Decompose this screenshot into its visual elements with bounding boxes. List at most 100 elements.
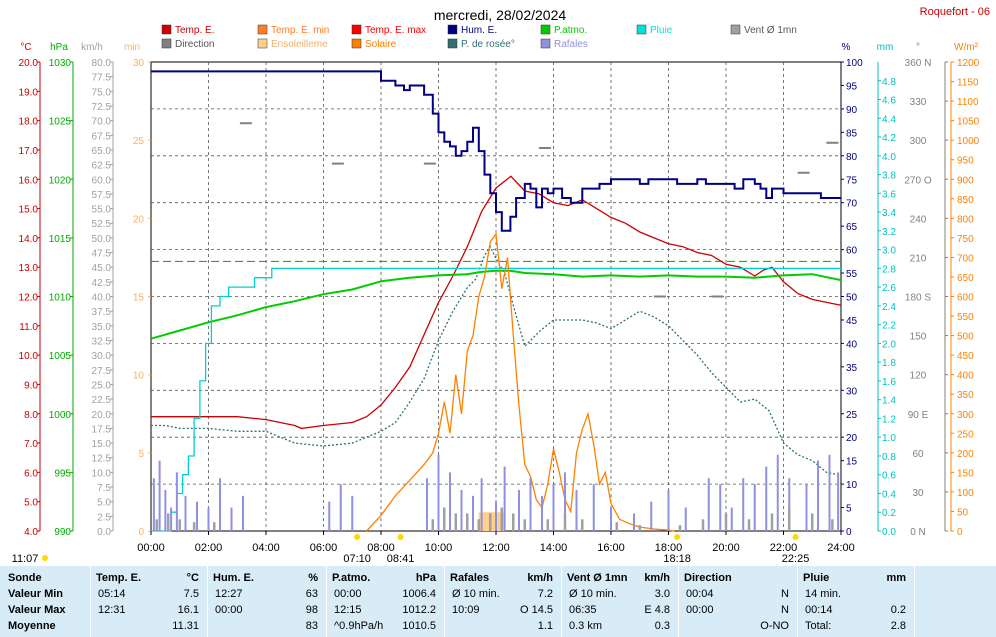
gust-bar (707, 478, 710, 531)
wind-tick-label: 40.0 (92, 293, 112, 304)
solar-tick-label: 500 (957, 332, 974, 343)
legend-swatch (161, 38, 172, 49)
summary-row: 14 min. (797, 586, 914, 602)
wind-tick-label: 37.5 (92, 307, 112, 318)
summary-row: Ø 10 min. 3.0 (561, 586, 678, 602)
wind-bar (811, 513, 814, 531)
x-tick-label: 22:00 (770, 542, 798, 554)
summary-value: 3.0 (654, 588, 670, 600)
summary-time: 12:15 (334, 604, 362, 616)
gust-bar (426, 478, 428, 531)
gust-bar (175, 472, 178, 531)
summary-time: 14 min. (805, 588, 842, 600)
row-label-row: Sonde (0, 570, 90, 586)
gust-bar (529, 478, 532, 531)
wind-tick-label: 27.5 (92, 366, 112, 377)
sun-marker-label: 07:10 (343, 553, 371, 565)
gust-bar (495, 501, 497, 531)
press-tick-label: 995 (54, 468, 71, 479)
legend-label: Ensoleilleme (271, 39, 328, 50)
rain-tick-label: 1.4 (882, 396, 896, 407)
gust-bar (219, 478, 221, 531)
summary-table: Sonde Valeur Min Valeur Max Moyenne Temp. E.… (0, 566, 996, 637)
solar-tick-label: 400 (957, 371, 974, 382)
press-tick-label: 1005 (49, 351, 72, 362)
solar-tick-label: 1000 (957, 136, 980, 147)
hum-tick-label: 60 (846, 246, 858, 257)
gust-bar (328, 501, 331, 531)
gust-bar (753, 484, 756, 531)
hum-tick-label: 20 (846, 433, 858, 444)
x-tick-label: 10:00 (425, 542, 453, 554)
humidity-line (151, 70, 841, 232)
wind-tick-label: 17.5 (92, 424, 112, 435)
summary-row: Total: 2.8 (797, 618, 914, 634)
summary-header-row: Pluie mm (797, 570, 914, 586)
chart-title: mercredi, 28/02/2024 (434, 7, 567, 23)
summary-value: 7.2 (537, 588, 553, 600)
rain-tick-label: 1.6 (882, 377, 896, 388)
hum-tick-label: 30 (846, 386, 858, 397)
column-unit: hPa (415, 572, 436, 584)
hum-tick-label: 100 (846, 58, 863, 69)
legend-label: Vent Ø 1mn (744, 25, 797, 36)
gust-bar (592, 484, 595, 531)
sun-icon (397, 534, 404, 540)
wind-tick-label: 5.0 (97, 498, 111, 509)
summary-row: 00:00 1006.4 (326, 586, 444, 602)
summary-value: O-NO (760, 620, 789, 632)
solar-unit-label: W/m² (954, 42, 979, 53)
summary-value: 1006.4 (402, 588, 436, 600)
dir-tick-label: 120 (910, 371, 927, 382)
wind-bar (581, 519, 584, 531)
temp-tick-label: 6.0 (24, 468, 38, 479)
x-tick-label: 24:00 (827, 542, 855, 554)
dir-unit-label: ° (916, 42, 920, 53)
wind-tick-label: 77.5 (92, 73, 112, 84)
gust-bar (788, 478, 791, 531)
hum-tick-label: 65 (846, 222, 858, 233)
wind-tick-label: 35.0 (92, 322, 112, 333)
chart-legend: Temp. E. Temp. E. min Temp. E. max Hum. E. P… (161, 24, 797, 50)
summary-value: E 4.8 (644, 604, 670, 616)
summary-column: Pluie mm 14 min. 00:14 0.2 Total: 2.8 (797, 566, 915, 637)
x-tick-label: 12:00 (482, 542, 510, 554)
summary-time: 05:14 (98, 588, 126, 600)
rain-tick-label: 2.0 (882, 339, 896, 350)
temp-tick-label: 14.0 (19, 234, 39, 245)
rain-unit-label: mm (877, 42, 894, 53)
sun-tick-label: 25 (133, 136, 145, 147)
summary-header-row: Hum. E.% (207, 570, 326, 586)
summary-row: 83 (207, 618, 326, 634)
sun-icon (792, 534, 799, 540)
column-header: Rafales (450, 572, 490, 584)
summary-value: 1010.5 (402, 620, 436, 632)
summary-row: 05:14 7.5 (90, 586, 207, 602)
press-unit-label: hPa (50, 42, 68, 53)
summary-value: 2.8 (890, 620, 906, 632)
summary-value: 11.31 (172, 620, 199, 632)
legend-swatch (540, 38, 551, 49)
summary-value: 63 (305, 588, 318, 600)
dir-tick-label: 270 O (904, 175, 931, 186)
temp-tick-label: 18.0 (19, 117, 39, 128)
sun-markers: 11:07 07:10 08:41 18:18 22:25 (12, 534, 809, 565)
pressure-line (150, 269, 842, 340)
legend-swatch (540, 24, 551, 35)
gust-bar (765, 466, 768, 531)
wind-tick-label: 25.0 (92, 380, 112, 391)
summary-time: 12:31 (98, 604, 126, 616)
wind-tick-label: 20.0 (92, 410, 112, 421)
hum-tick-label: 75 (846, 175, 858, 186)
summary-column: Vent Ø 1mn km/h Ø 10 min. 3.0 06:35 E 4.8 0.3 … (561, 566, 679, 637)
legend-label: Hum. E. (461, 25, 497, 36)
summary-header-row: Vent Ø 1mn km/h (561, 570, 678, 586)
press-tick-label: 990 (54, 527, 71, 538)
dir-tick-label: 90 E (908, 410, 929, 421)
temp-tick-label: 10.0 (19, 351, 39, 362)
axis-unit-labels: °C hPa km/h min % mm ° W/m² (20, 42, 978, 53)
rain-line (151, 267, 841, 532)
legend-label: Temp. E. max (365, 25, 426, 36)
rain-tick-label: 0.2 (882, 508, 896, 519)
dir-tick-label: 210 (910, 253, 927, 264)
